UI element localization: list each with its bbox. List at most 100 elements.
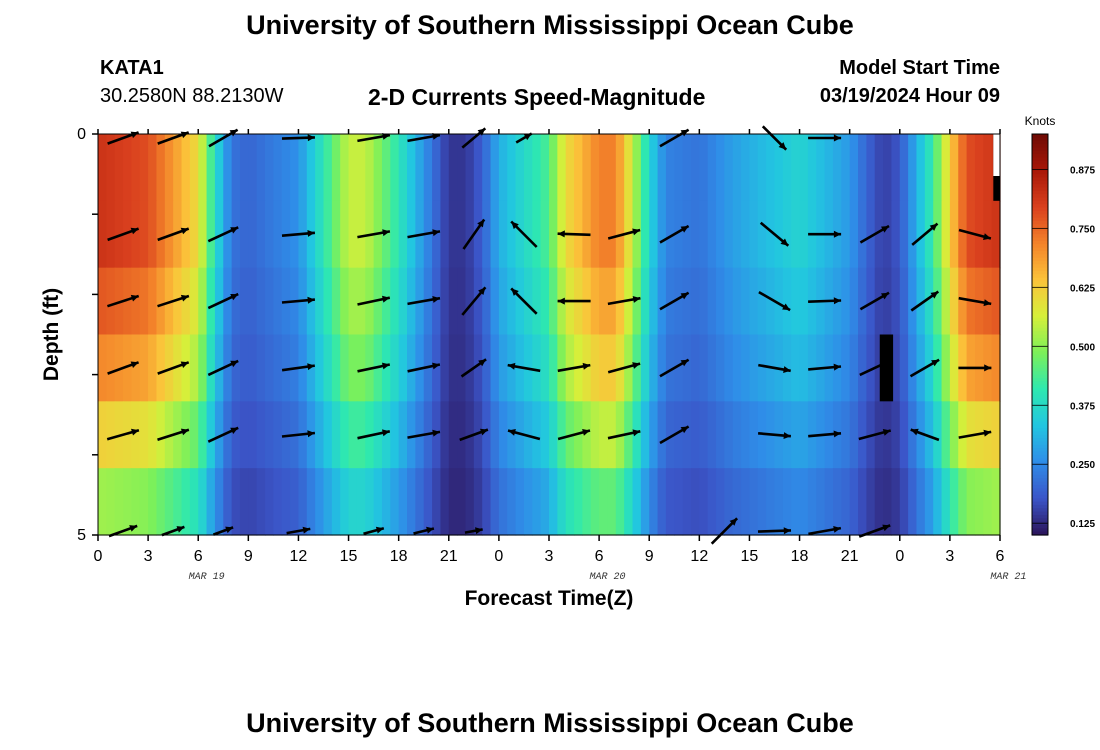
heatmap-cell [832,134,842,202]
heatmap-cell [532,468,542,536]
colorbar-segment [1032,154,1048,158]
colorbar-segment [1032,177,1048,182]
colorbar-segment [1032,367,1048,372]
heatmap-cell [156,267,166,336]
heatmap-cell [432,334,442,402]
heatmap-cell [590,134,600,202]
heatmap-cell [974,468,984,536]
heatmap-cell [841,134,851,202]
heatmap-cell [749,267,759,336]
heatmap-cell [239,134,249,202]
heatmap-cell [381,334,391,402]
heatmap-cell [858,334,867,402]
vector-head [477,219,485,228]
heatmap-cell [407,468,416,536]
heatmap-cell [757,401,767,469]
heatmap-cell [390,401,400,469]
x-tick-label: 18 [791,548,809,565]
heatmap-cell [348,468,358,536]
colorbar: Knots 0.875 0.750 0.625 0.500 0.375 0.250 0.125 [1025,114,1095,536]
heatmap-cell [916,334,926,402]
heatmap-cell [924,334,934,402]
heatmap-cell [256,334,266,402]
heatmap-cell [540,134,550,202]
heatmap-cell [599,468,609,536]
x-tick-label: 15 [340,548,358,565]
colorbar-segment [1032,387,1048,392]
heatmap-cell [690,468,700,536]
heatmap-cell [315,200,325,269]
heatmap-cell [991,468,1001,536]
heatmap-cell [482,468,492,536]
colorbar-segment [1032,227,1048,232]
colorbar-segment [1032,304,1048,309]
heatmap-cell [599,334,609,402]
heatmap-cell [490,200,500,269]
heatmap-cell [799,401,809,469]
heatmap-cell [983,134,993,202]
heatmap-cell [866,267,876,336]
station-coordinates: 30.2580N 88.2130W [100,85,284,107]
heatmap-cell [991,334,1001,402]
current-vector [281,230,316,237]
vector-head [680,129,689,137]
model-start-value: 03/19/2024 Hour 09 [819,85,1000,107]
heatmap-cell [248,334,258,402]
heatmap-cell [941,468,951,536]
colorbar-segment [1032,377,1048,382]
heatmap-cell [198,401,208,469]
heatmap-cell [632,134,642,202]
heatmap-cell [540,334,550,402]
current-vector [557,362,591,373]
colorbar-segment [1032,354,1048,359]
heatmap-cell [891,200,901,269]
heatmap-cell [674,200,684,269]
current-vector [659,291,690,311]
vector-head [130,227,139,235]
heatmap-cell [248,401,258,469]
heatmap-cell [933,334,943,402]
heatmap-cell [791,468,801,536]
heatmap-cell [749,401,759,469]
vector-head [307,363,315,371]
colorbar-segment [1032,364,1048,369]
vector-head [882,429,891,436]
x-tick-label: 21 [841,548,859,565]
heatmap-cell [498,200,508,269]
heatmap-cell [490,334,500,402]
current-vector [357,362,391,373]
heatmap-cell [98,334,107,402]
heatmap-cell [649,334,659,402]
vector-head [382,295,390,303]
heatmap-cell [498,267,508,336]
heatmap-cell [782,267,792,336]
heatmap-cell [665,468,675,536]
heatmap-cell [407,267,416,336]
heatmap-cell [498,134,508,202]
colorbar-segment [1032,511,1048,516]
colorbar-segment [1032,498,1048,503]
heatmap-cell [181,267,191,336]
heatmap-cell [440,134,450,202]
vector-head [680,359,689,367]
heatmap-cell [632,200,642,269]
colorbar-segment [1032,174,1048,179]
heatmap-cell [941,334,951,402]
heatmap-cell [123,334,133,402]
heatmap-cell [148,401,158,469]
current-vector [286,526,311,535]
heatmap-cell [498,468,508,536]
colorbar-segment [1032,414,1048,419]
heatmap-cell [315,334,325,402]
heatmap-cell [874,401,884,469]
heatmap-cell [164,468,174,536]
current-vector [659,425,690,445]
heatmap-cell [766,200,776,269]
heatmap-cell [457,401,467,469]
heatmap-cell [674,468,684,536]
heatmap-cell [114,468,124,536]
colorbar-segment [1032,207,1048,212]
heatmap-cell [924,134,934,202]
colorbar-segment [1032,464,1048,469]
vector-head [382,362,390,370]
